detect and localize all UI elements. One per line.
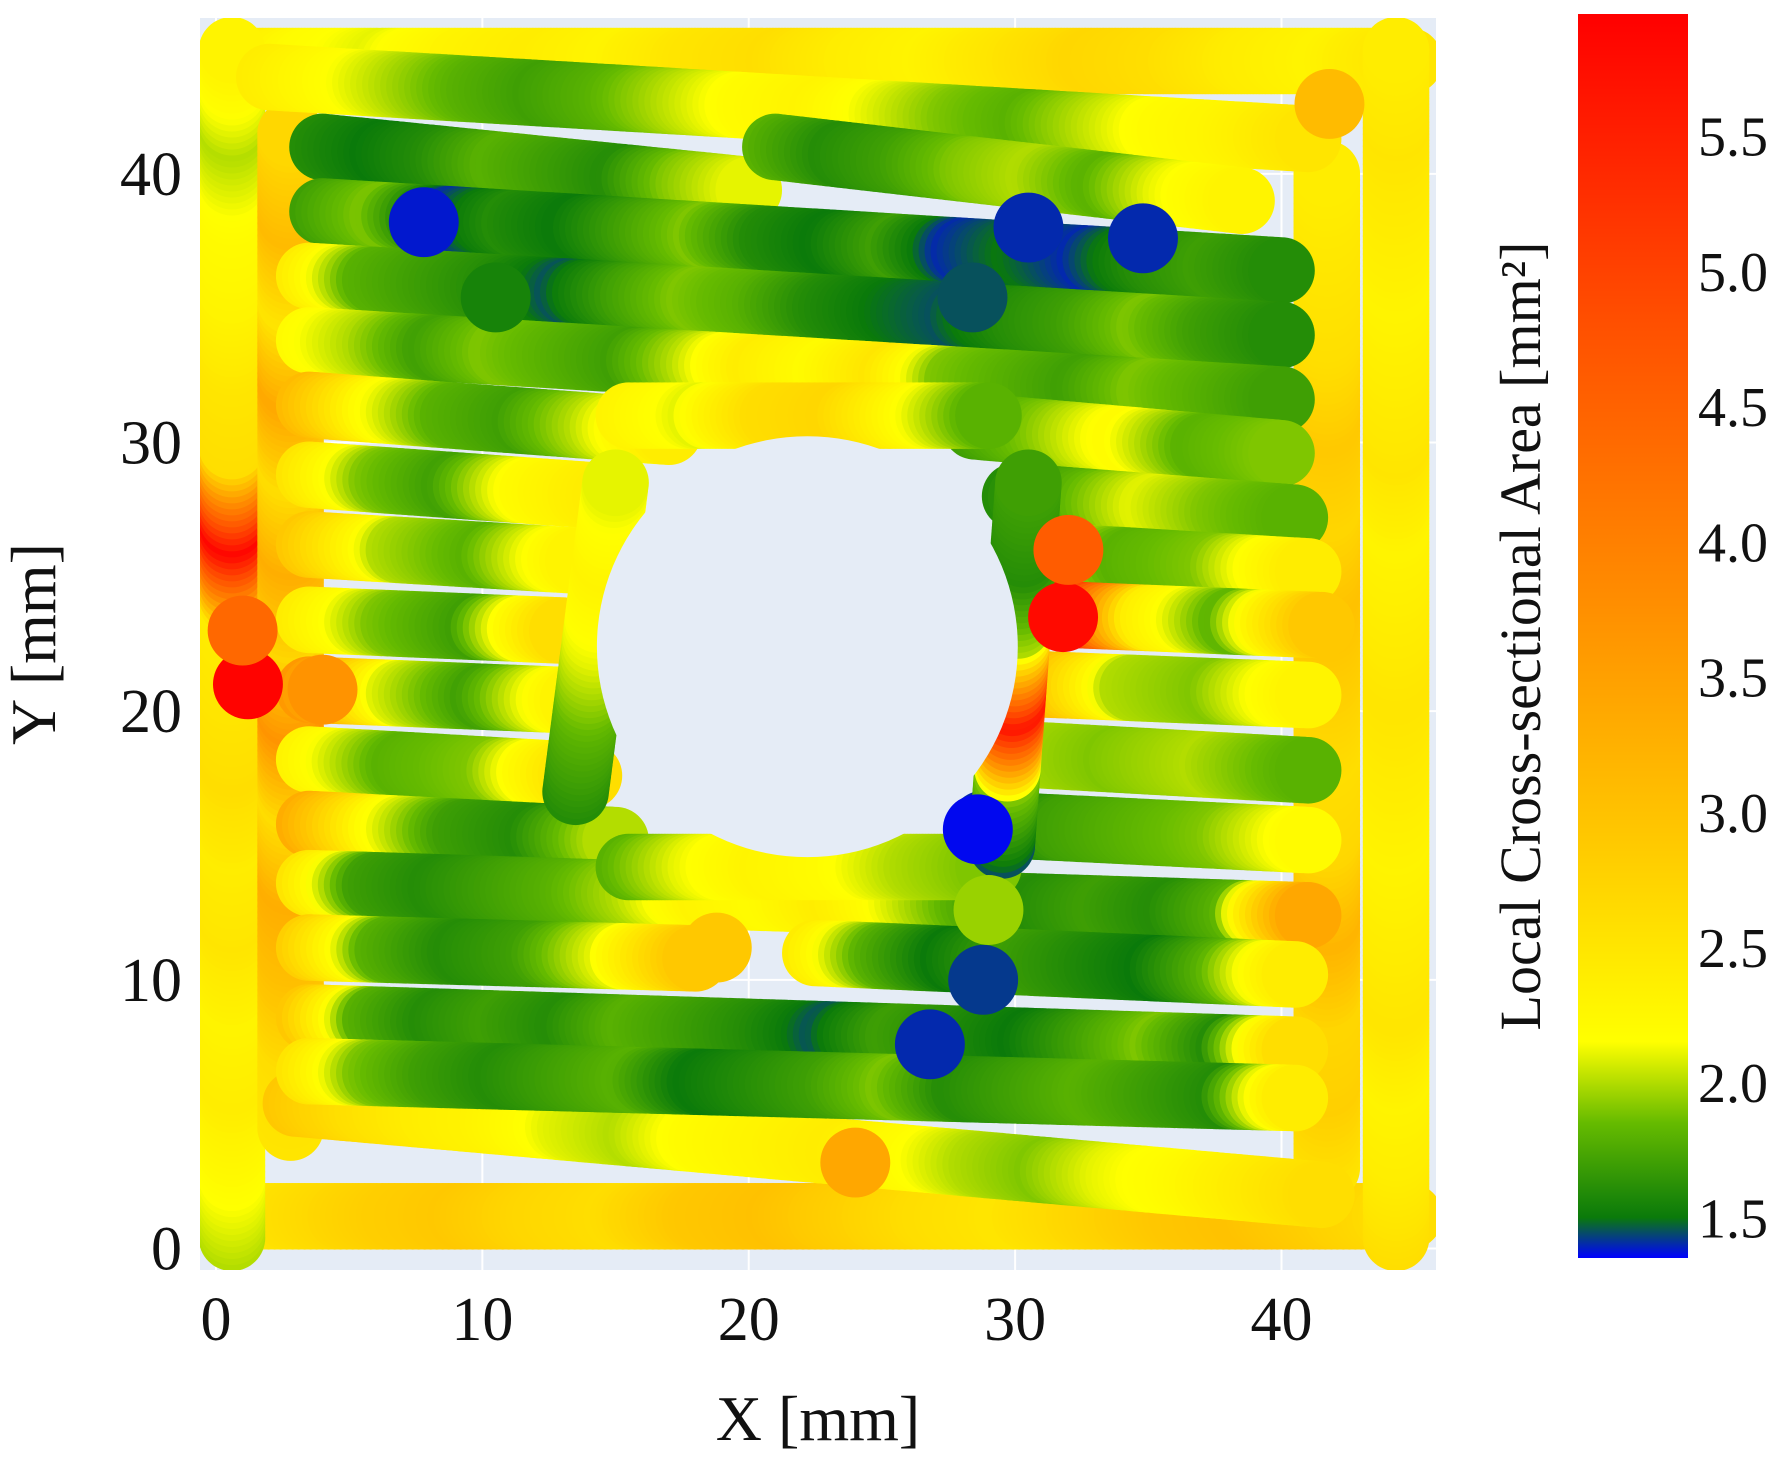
y-tick-label: 10: [120, 947, 182, 1015]
colorbar-tick-label: 4.5: [1698, 377, 1768, 439]
heatmap-layer: [200, 18, 1436, 1270]
raster-left-perimeter: [200, 18, 266, 1270]
bead-hotspot: [460, 262, 531, 333]
raster-row-2: [289, 178, 1315, 304]
x-tick-label: 0: [200, 1286, 231, 1354]
bead-hotspot: [681, 912, 752, 983]
x-tick-label: 30: [984, 1286, 1046, 1354]
raster-row-10-right: [987, 720, 1342, 804]
bead-hotspot: [1033, 515, 1104, 585]
y-axis-title: Y [mm]: [0, 543, 69, 745]
bead-point: [1274, 882, 1342, 949]
bead-hotspot: [937, 262, 1008, 333]
colorbar: [1578, 14, 1688, 1258]
y-tick-label: 30: [120, 409, 182, 477]
raster-row-8-left: [275, 586, 596, 664]
colorbar-tick-label: 2.5: [1698, 918, 1768, 980]
bead-point: [1288, 591, 1355, 659]
y-tick-label: 40: [120, 141, 182, 209]
colorbar-title: Local Cross-sectional Area [mm²]: [1488, 242, 1553, 1031]
bead-point: [1248, 237, 1315, 304]
x-tick-label: 20: [718, 1286, 780, 1354]
bead-point: [1261, 484, 1329, 552]
bead-point: [1248, 301, 1315, 369]
bead-point: [1248, 419, 1315, 487]
y-tick-label: 0: [151, 1216, 182, 1284]
raster-right-perimeter: [1362, 18, 1430, 1270]
bead-point: [582, 449, 649, 517]
bead-hotspot: [207, 595, 278, 666]
raster-row-9-right: [1008, 651, 1342, 729]
colorbar-tick-label: 1.5: [1698, 1188, 1768, 1250]
raster-row-1: [289, 113, 783, 224]
colorbar-tick-label: 3.5: [1698, 648, 1768, 710]
x-axis: 0 10 20 30 40: [200, 1286, 1312, 1354]
bead-hotspot: [212, 649, 283, 720]
bead-point: [1288, 1161, 1355, 1229]
colorbar-tick-label: 5.5: [1698, 107, 1768, 169]
bead-hotspot: [820, 1127, 891, 1198]
bead-hotspot: [1294, 69, 1365, 139]
raster-row-13-left: [275, 914, 729, 992]
bead-point: [1208, 167, 1275, 234]
bead-point: [1274, 806, 1342, 874]
bead-hotspot: [388, 187, 459, 258]
bead-point: [1274, 661, 1342, 729]
bead-hotspot: [1028, 582, 1099, 653]
bead-point: [1248, 366, 1315, 433]
bead-point: [1362, 18, 1430, 84]
bead-hotspot: [942, 794, 1013, 865]
bead-point: [955, 382, 1022, 449]
bead-point: [1261, 941, 1329, 1008]
bead-hotspot: [948, 944, 1019, 1015]
bead-point: [995, 449, 1062, 517]
center-hole: [596, 436, 1018, 858]
bead-hotspot: [894, 1009, 965, 1080]
colorbar-tick-label: 4.0: [1698, 512, 1768, 574]
bead-point: [1274, 736, 1342, 804]
bead-point: [1274, 538, 1342, 605]
bead-hotspot: [953, 875, 1024, 945]
y-axis: 0 10 20 30 40: [120, 141, 182, 1284]
raster-row-6-left: [275, 441, 639, 530]
x-tick-label: 40: [1251, 1286, 1313, 1354]
x-tick-label: 10: [451, 1286, 513, 1354]
bead-hotspot: [993, 192, 1064, 263]
x-axis-title: X [mm]: [716, 1383, 920, 1453]
colorbar-ticks: 1.5 2.0 2.5 3.0 3.5 4.0 4.5 5.0 5.5: [1698, 107, 1768, 1251]
bead-hotspot: [1108, 203, 1178, 274]
raster-row-15: [275, 1037, 1329, 1132]
y-tick-label: 20: [120, 678, 182, 746]
colorbar-tick-label: 2.0: [1698, 1053, 1768, 1115]
colorbar-tick-label: 5.0: [1698, 242, 1768, 304]
raster-hole-ring-top: [595, 382, 1022, 449]
colorbar-tick-label: 3.0: [1698, 783, 1768, 845]
bead-point: [1261, 1064, 1329, 1132]
bead-hotspot: [287, 654, 358, 725]
